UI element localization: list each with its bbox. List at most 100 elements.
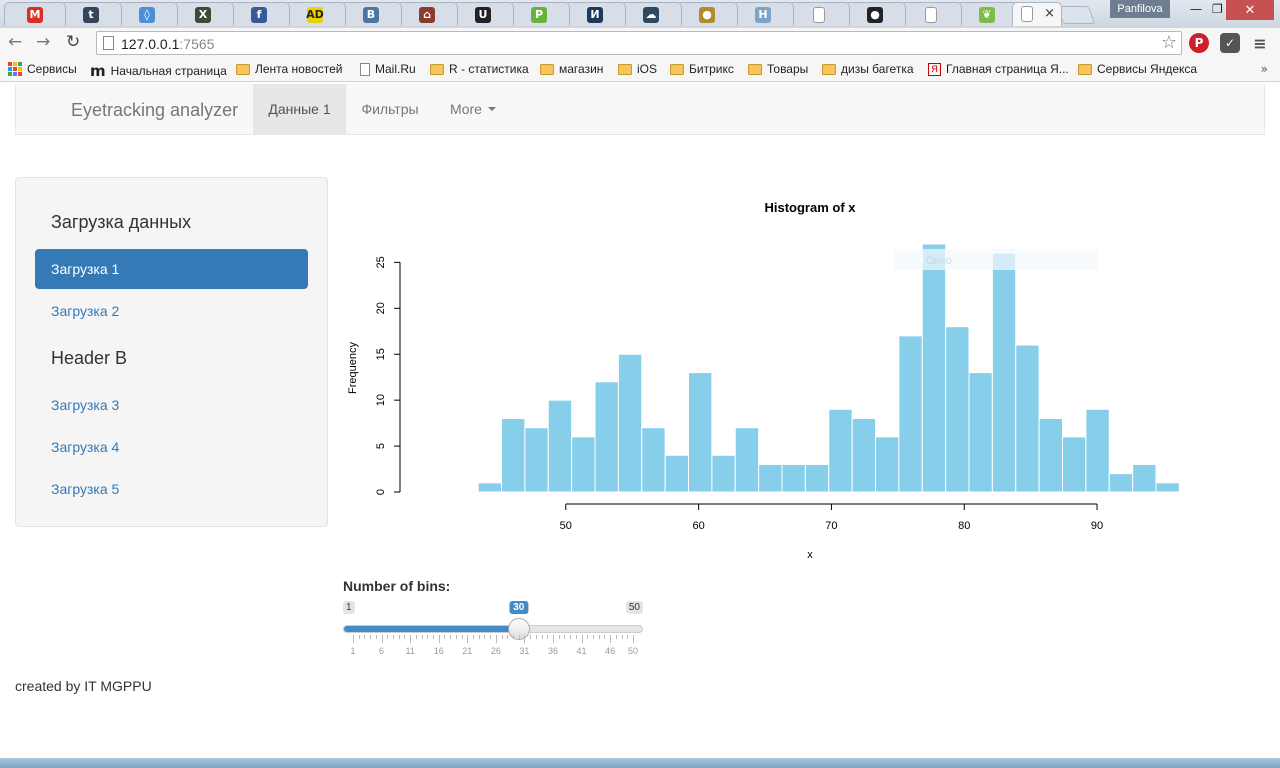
bookmark-label: Битрикс (689, 62, 734, 76)
browser-tab[interactable]: ● (676, 2, 738, 26)
bookmark-item[interactable]: магазин (540, 62, 603, 76)
sidebar-item-load-5[interactable]: Загрузка 5 (51, 481, 120, 497)
y-tick-label: 0 (375, 489, 387, 495)
bookmark-item[interactable]: Я Главная страница Я... (928, 62, 1069, 76)
m-logo-icon: m (90, 62, 106, 80)
browser-tab[interactable]: X (172, 2, 234, 26)
x-tick-label: 70 (825, 520, 837, 532)
bookmark-item[interactable]: Лента новостей (236, 62, 343, 76)
bookmark-item[interactable]: Сервисы Яндекса (1078, 62, 1197, 76)
reload-icon[interactable]: ↻ (66, 32, 81, 52)
browser-tab[interactable] (788, 2, 850, 26)
browser-tab[interactable]: ● (844, 2, 906, 26)
bookmark-star-icon[interactable]: ☆ (1160, 32, 1177, 53)
browser-tab[interactable]: ❦ (956, 2, 1018, 26)
browser-tab[interactable]: ⌂ (396, 2, 458, 26)
slider-minor-tick (530, 635, 532, 639)
slider-tick (438, 635, 440, 643)
histogram-bar (828, 408, 853, 493)
app-brand[interactable]: Eyetracking analyzer (71, 100, 239, 120)
slider-track[interactable] (343, 625, 643, 633)
histogram-bar (734, 427, 760, 493)
slider-tick-label: 46 (605, 646, 616, 656)
slider-minor-tick (461, 635, 463, 639)
browser-tab[interactable] (900, 2, 962, 26)
y-tick-label: 5 (375, 443, 387, 449)
slider-tick (381, 635, 383, 643)
browser-tab[interactable]: AD (284, 2, 346, 26)
browser-tab[interactable]: M (4, 2, 66, 26)
browser-tab[interactable]: ◊ (116, 2, 178, 26)
apps-grid-icon (8, 62, 22, 76)
bookmark-item[interactable]: Товары (748, 62, 808, 76)
sidebar-item-load-1[interactable]: Загрузка 1 (35, 249, 308, 289)
browser-tab-active[interactable]: × (1012, 2, 1062, 26)
address-bar[interactable]: 127.0.0.1:7565 ☆ (96, 31, 1182, 55)
bookmarks-overflow-icon[interactable]: » (1260, 62, 1268, 76)
slider-max-label: 50 (625, 601, 643, 614)
browser-tab-strip: ❦ ● H ● ☁ И P U ⌂ B AD f X ◊ t M Panfilova — ❐ ✕ × (0, 0, 1280, 28)
slider-tick-label: 1 (350, 646, 356, 656)
slider-minor-tick (404, 635, 406, 639)
histogram-bar (758, 463, 783, 493)
bookmark-item[interactable]: Сервисы (8, 62, 77, 76)
tab-more-dropdown[interactable]: More (434, 84, 512, 134)
histogram-bar (968, 372, 993, 493)
slider-tick (553, 635, 554, 643)
slider-minor-tick (518, 635, 520, 639)
browser-tab[interactable]: P (508, 2, 570, 26)
folder-icon (748, 63, 762, 75)
bins-slider-label: Number of bins: (343, 578, 451, 594)
maximize-icon[interactable]: ❐ (1212, 2, 1223, 16)
new-tab-button[interactable] (1056, 6, 1096, 24)
bookmark-item[interactable]: R - статистика (430, 62, 529, 76)
pocket-icon[interactable]: ✓ (1220, 33, 1240, 53)
bookmark-item[interactable]: m Начальная страница (90, 62, 227, 80)
back-arrow-icon[interactable]: ← (8, 32, 23, 52)
tab-data-1[interactable]: Данные 1 (253, 84, 346, 134)
browser-tab[interactable]: H (732, 2, 794, 26)
slider-tick-label: 31 (519, 646, 530, 656)
chrome-menu-icon[interactable]: ≡ (1253, 33, 1267, 53)
browser-tab[interactable]: И (564, 2, 626, 26)
slider-minor-tick (615, 635, 617, 639)
slider-minor-tick (541, 635, 543, 639)
bookmark-item[interactable]: iOS (618, 62, 657, 76)
slider-tick-label: 41 (576, 646, 587, 656)
sidebar-item-load-4[interactable]: Загрузка 4 (51, 439, 120, 455)
browser-tab[interactable]: B (340, 2, 402, 26)
slider-minor-tick (513, 635, 514, 639)
browser-tab[interactable]: ☁ (620, 2, 682, 26)
page-icon (813, 6, 825, 23)
slider-minor-tick (627, 635, 629, 639)
browser-tab[interactable]: t (60, 2, 122, 26)
forward-arrow-icon[interactable]: → (36, 32, 51, 52)
slider-tick-label: 16 (433, 646, 444, 656)
window-close-icon[interactable]: ✕ (1226, 0, 1274, 20)
sidebar-item-load-2[interactable]: Загрузка 2 (51, 303, 120, 319)
slider-minor-tick (398, 635, 400, 639)
minimize-icon[interactable]: — (1190, 2, 1202, 16)
bookmark-item[interactable]: Битрикс (670, 62, 734, 76)
bins-slider[interactable]: 1 50 30 1 6 11 16 21 26 31 36 41 46 50 (343, 600, 643, 660)
page-icon (360, 62, 370, 76)
x-tick-label: 90 (1091, 520, 1103, 532)
histogram-bar (547, 399, 573, 493)
histogram-bar (875, 436, 900, 493)
cloud-icon: ☁ (643, 6, 659, 23)
slider-minor-tick (501, 635, 503, 639)
tab-close-icon[interactable]: × (1044, 6, 1055, 21)
bookmark-item[interactable]: дизы багетка (822, 62, 914, 76)
bookmark-item[interactable]: Mail.Ru (360, 62, 416, 76)
histogram-bar (804, 463, 830, 493)
profile-button[interactable]: Panfilova (1110, 0, 1170, 18)
pinterest-icon[interactable]: P (1189, 33, 1209, 53)
sidebar-item-load-3[interactable]: Загрузка 3 (51, 397, 120, 413)
browser-tab[interactable]: f (228, 2, 290, 26)
slider-minor-tick (535, 635, 537, 639)
histogram-bar (991, 252, 1017, 493)
y-tick-label: 15 (375, 348, 387, 360)
browser-tab[interactable]: U (452, 2, 514, 26)
slider-handle[interactable] (507, 618, 530, 640)
tab-filters[interactable]: Фильтры (361, 101, 419, 117)
